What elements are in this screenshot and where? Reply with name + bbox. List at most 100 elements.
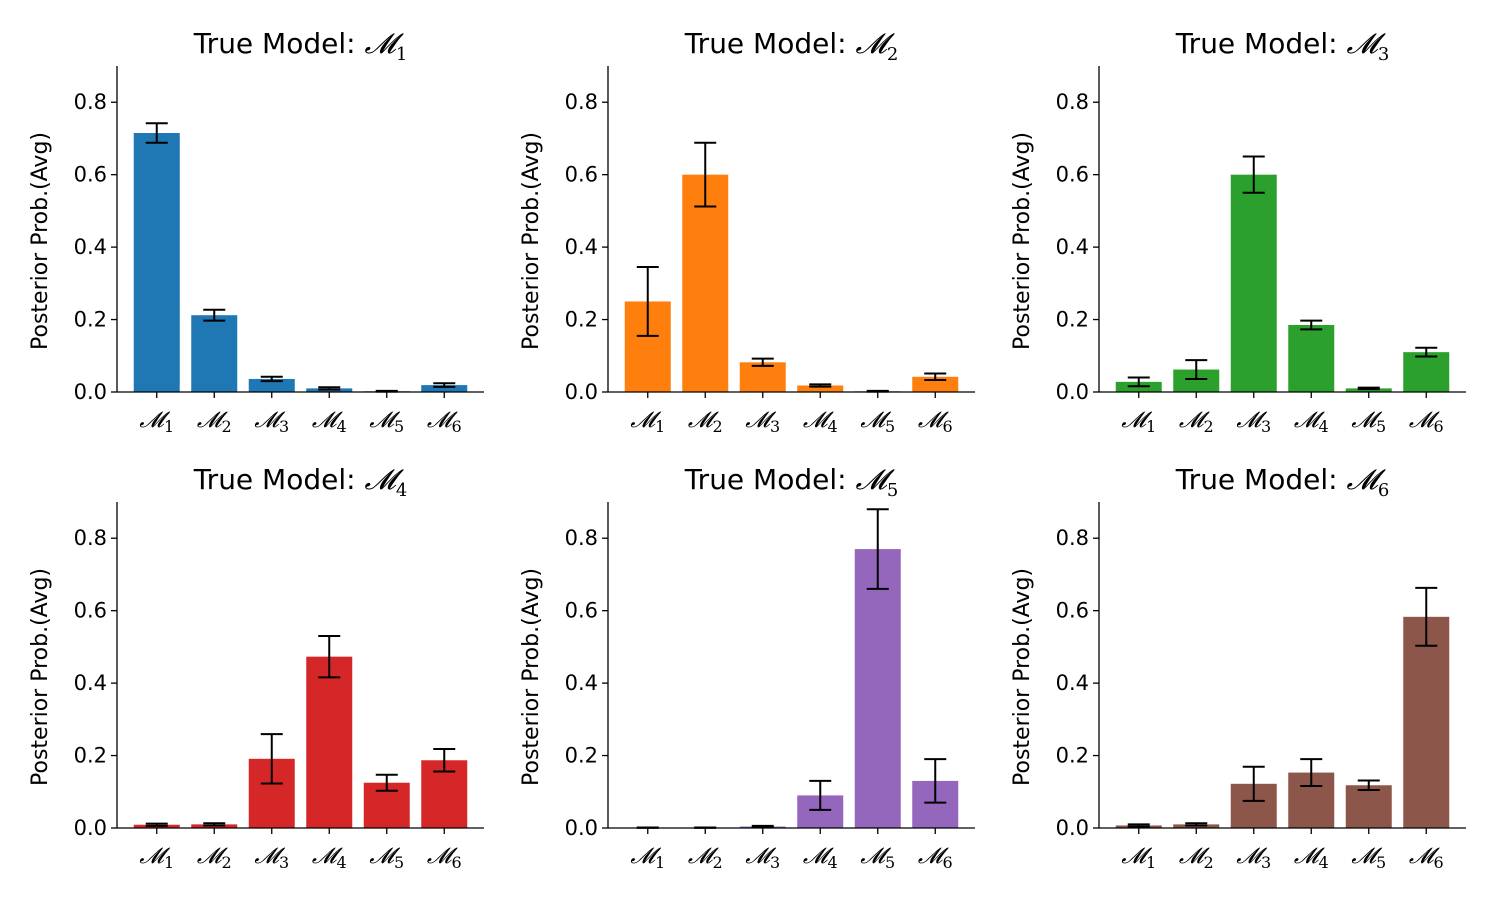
y-tick-label: 0.8: [74, 526, 107, 550]
x-tick-index: 2: [221, 853, 231, 872]
x-tick-index: 1: [164, 853, 174, 872]
y-axis-label: Posterior Prob.(Avg): [1010, 132, 1035, 350]
y-tick-label: 0.4: [74, 235, 107, 259]
x-tick-label: 𝓜6: [427, 844, 462, 872]
x-tick-index: 6: [451, 853, 461, 872]
y-tick-label: 0.6: [1056, 163, 1089, 187]
subplot-title: True Model: 𝓜3: [1175, 27, 1390, 65]
y-axis-label: Posterior Prob.(Avg): [28, 132, 53, 350]
x-tick-label: 𝓜5: [369, 408, 404, 436]
x-tick-index: 1: [655, 853, 665, 872]
subplot-title-text: True Model:: [193, 463, 365, 496]
x-tick-label: 𝓜4: [312, 844, 347, 872]
x-tick-index: 3: [770, 853, 780, 872]
x-tick-index: 3: [1261, 853, 1271, 872]
y-tick-label: 0.8: [74, 90, 107, 114]
y-tick-label: 0.8: [1056, 90, 1089, 114]
y-tick-label: 0.0: [1056, 816, 1089, 840]
bar: [1345, 785, 1392, 828]
x-tick-index: 6: [942, 853, 952, 872]
x-tick-index: 4: [1318, 417, 1328, 436]
subplot-title-text: True Model:: [684, 463, 856, 496]
y-tick-label: 0.4: [74, 671, 107, 695]
x-tick-index: 4: [1318, 853, 1328, 872]
subplot-title-index: 3: [1378, 44, 1389, 65]
y-tick-label: 0.4: [565, 235, 598, 259]
x-tick-label: 𝓜1: [1121, 844, 1156, 872]
y-tick-label: 0.0: [74, 816, 107, 840]
subplot-title: True Model: 𝓜1: [193, 27, 408, 65]
y-tick-label: 0.2: [74, 744, 107, 768]
x-tick-index: 1: [164, 417, 174, 436]
x-tick-label: 𝓜3: [745, 408, 780, 436]
y-tick-label: 0.8: [565, 90, 598, 114]
x-tick-label: 𝓜2: [1179, 844, 1214, 872]
x-tick-label: 𝓜3: [254, 408, 289, 436]
y-tick-label: 0.0: [565, 816, 598, 840]
x-tick-label: 𝓜4: [1294, 408, 1329, 436]
subplot-title-text: True Model:: [684, 27, 856, 60]
subplot-title-index: 1: [396, 44, 407, 65]
x-tick-label: 𝓜3: [1236, 844, 1271, 872]
x-tick-index: 1: [1146, 417, 1156, 436]
subplot-title-index: 6: [1378, 480, 1389, 501]
x-tick-index: 3: [1261, 417, 1271, 436]
x-tick-label: 𝓜2: [1179, 408, 1214, 436]
bar: [912, 376, 959, 392]
x-tick-index: 6: [1433, 853, 1443, 872]
bar: [306, 656, 353, 828]
bar: [191, 315, 238, 392]
y-tick-label: 0.8: [565, 526, 598, 550]
y-tick-label: 0.2: [565, 308, 598, 332]
x-tick-label: 𝓜6: [1409, 844, 1444, 872]
subplot-6: True Model: 𝓜6 Posterior Prob.(Avg) 0.0 0.2…: [1010, 463, 1466, 872]
x-tick-index: 5: [1376, 853, 1386, 872]
y-tick-label: 0.8: [1056, 526, 1089, 550]
x-tick-label: 𝓜2: [197, 408, 232, 436]
subplot-2: True Model: 𝓜2 Posterior Prob.(Avg) 0.0 0.2…: [519, 27, 975, 436]
subplot-3: True Model: 𝓜3 Posterior Prob.(Avg) 0.0 0.2…: [1010, 27, 1466, 436]
x-tick-index: 5: [394, 417, 404, 436]
x-tick-label: 𝓜3: [254, 844, 289, 872]
x-tick-label: 𝓜5: [860, 844, 895, 872]
y-tick-label: 0.6: [565, 599, 598, 623]
y-tick-label: 0.6: [74, 163, 107, 187]
x-tick-label: 𝓜1: [1121, 408, 1156, 436]
x-tick-label: 𝓜4: [1294, 844, 1329, 872]
x-tick-index: 1: [655, 417, 665, 436]
x-tick-index: 2: [1203, 853, 1213, 872]
x-tick-index: 5: [885, 417, 895, 436]
subplot-title-text: True Model:: [1175, 463, 1347, 496]
y-tick-label: 0.0: [74, 380, 107, 404]
x-tick-label: 𝓜6: [918, 408, 953, 436]
x-tick-label: 𝓜1: [139, 408, 174, 436]
subplot-title: True Model: 𝓜6: [1175, 463, 1390, 501]
subplot-1: True Model: 𝓜1 Posterior Prob.(Avg) 0.0 0.2…: [28, 27, 484, 436]
bar: [1345, 388, 1392, 392]
x-tick-label: 𝓜1: [630, 408, 665, 436]
y-tick-label: 0.6: [1056, 599, 1089, 623]
subplot-5: True Model: 𝓜5 Posterior Prob.(Avg) 0.0 0.2…: [519, 463, 975, 872]
subplot-title-text: True Model:: [1175, 27, 1347, 60]
subplot-title: True Model: 𝓜5: [684, 463, 899, 501]
x-tick-index: 4: [827, 417, 837, 436]
x-tick-index: 4: [827, 853, 837, 872]
bar: [1230, 174, 1277, 392]
bar: [421, 385, 468, 392]
x-tick-index: 3: [279, 417, 289, 436]
subplot-title-index: 5: [887, 480, 898, 501]
x-tick-label: 𝓜4: [312, 408, 347, 436]
bar: [682, 174, 729, 392]
bar: [1173, 369, 1220, 392]
x-tick-label: 𝓜3: [745, 844, 780, 872]
bar: [797, 385, 844, 392]
x-tick-index: 5: [885, 853, 895, 872]
x-tick-index: 1: [1146, 853, 1156, 872]
x-tick-label: 𝓜2: [688, 844, 723, 872]
x-tick-label: 𝓜3: [1236, 408, 1271, 436]
bar: [1403, 616, 1450, 828]
x-tick-label: 𝓜5: [369, 844, 404, 872]
x-tick-index: 3: [770, 417, 780, 436]
y-axis-label: Posterior Prob.(Avg): [519, 568, 544, 786]
